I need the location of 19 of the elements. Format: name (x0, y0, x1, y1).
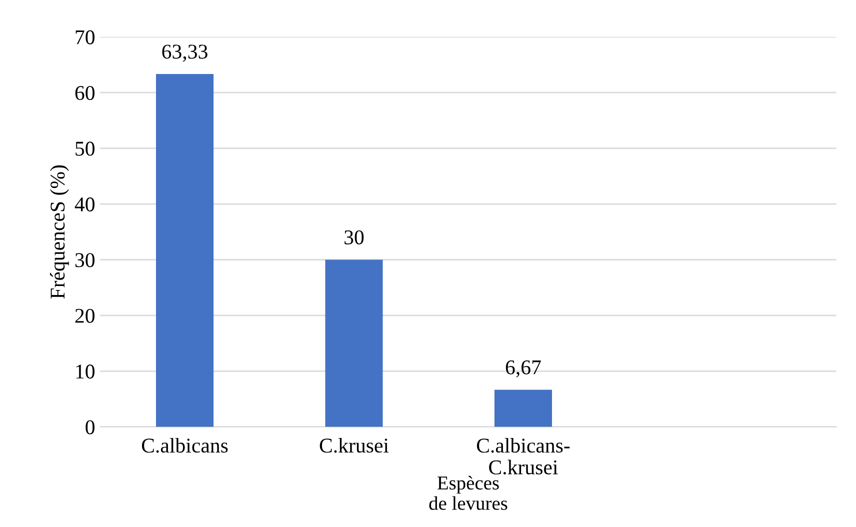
y-tick-label: 70 (76, 30, 94, 44)
x-tick-label: C.albicans (142, 438, 228, 453)
bar (156, 74, 214, 427)
y-tick-label: 0 (86, 420, 94, 434)
y-tick-label: 50 (76, 142, 94, 156)
y-tick-label: 30 (75, 253, 94, 268)
data-label: 6,67 (506, 360, 541, 378)
bar (494, 390, 552, 427)
x-axis-title: Espèces de levures (429, 476, 508, 510)
data-label: 30 (344, 230, 364, 244)
y-tick-label: 10 (76, 364, 94, 379)
x-tick-label: C.albicans- C.krusei (476, 438, 570, 475)
y-tick-label: 20 (75, 308, 94, 323)
y-tick-label: 40 (74, 197, 94, 212)
x-tick-label: C.krusei (320, 438, 389, 453)
y-tick-label: 60 (75, 86, 94, 100)
y-axis-title: FréquenceS (%) (50, 165, 69, 299)
data-label: 63,33 (162, 44, 208, 62)
bar (325, 260, 383, 427)
